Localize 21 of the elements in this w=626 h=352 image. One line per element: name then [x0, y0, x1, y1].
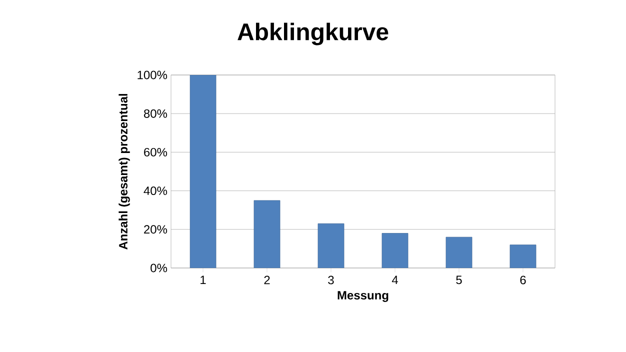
bar [190, 74, 216, 268]
x-tick-label: 2 [264, 276, 270, 284]
y-tick-label: 80% [144, 109, 168, 118]
y-tick-label: 60% [144, 148, 168, 156]
y-axis-title: Anzahl (gesamt) prozentual [118, 94, 130, 250]
bar [446, 236, 472, 268]
x-tick-label: 6 [520, 276, 526, 284]
x-tick-label: 5 [456, 276, 462, 284]
x-tick-label: 3 [328, 276, 334, 284]
y-tick-label: 0% [150, 264, 168, 272]
y-tick-label: 40% [144, 186, 168, 196]
bar [254, 200, 280, 268]
x-axis-title: Messung [338, 291, 388, 302]
bar [382, 233, 408, 268]
x-tick-label: 1 [200, 276, 206, 284]
chart-title: Abklingkurve [238, 22, 388, 46]
y-tick-label: 100% [138, 70, 168, 80]
bar [510, 244, 536, 268]
x-tick-label: 4 [392, 276, 398, 284]
bar [318, 223, 344, 268]
y-tick-label: 20% [144, 225, 168, 234]
